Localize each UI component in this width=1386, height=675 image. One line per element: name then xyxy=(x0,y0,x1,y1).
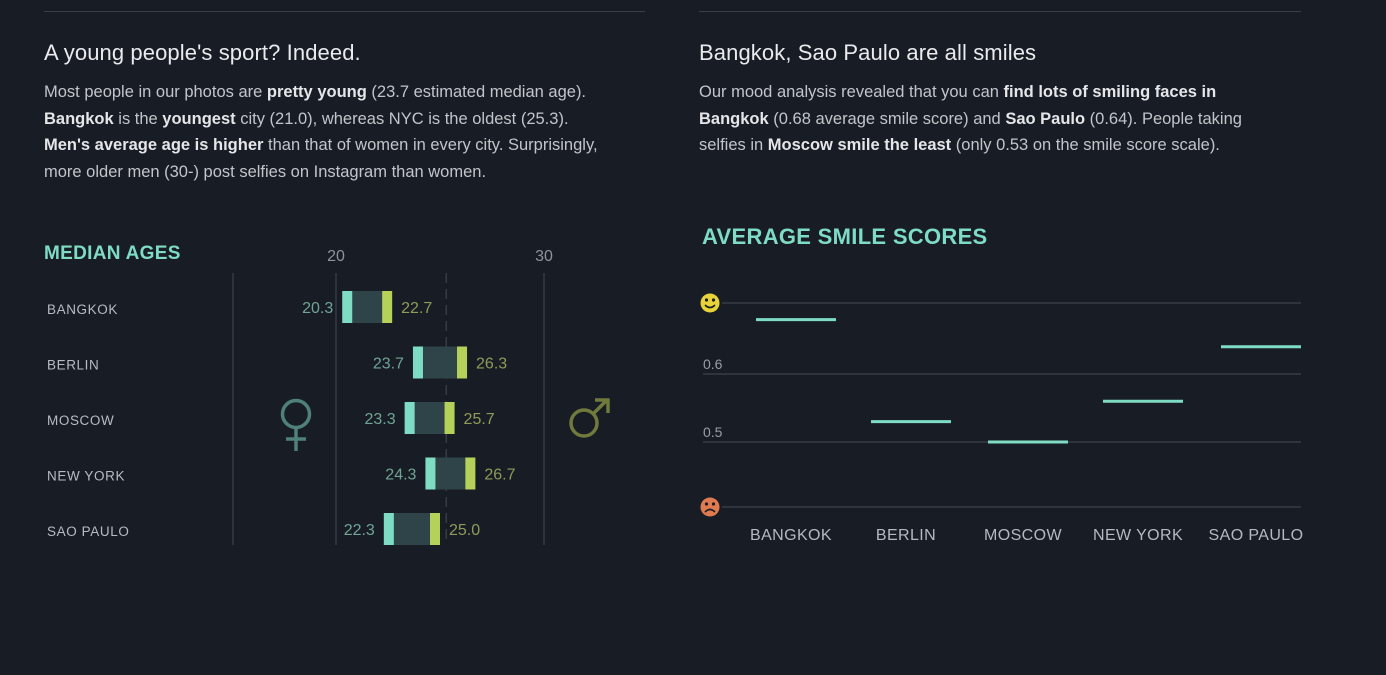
male-age-marker xyxy=(457,346,468,379)
divider-left xyxy=(44,11,645,12)
body-text: Most people in our photos are xyxy=(44,83,267,101)
smile-scores-title: AVERAGE SMILE SCORES xyxy=(702,224,988,249)
section-heading-smiles: Bangkok, Sao Paulo are all smiles xyxy=(699,40,1037,65)
y-tick-label: 0.6 xyxy=(703,356,723,372)
male-age-marker xyxy=(465,457,476,490)
city-label: NEW YORK xyxy=(1093,527,1183,544)
median-ages-title: MEDIAN AGES xyxy=(44,243,181,264)
female-age-marker xyxy=(425,457,436,490)
emphasis-text: find lots of smiling faces in Bangkok xyxy=(699,83,1217,128)
female-age-label: 23.7 xyxy=(373,356,404,373)
female-age-label: 23.3 xyxy=(364,411,395,428)
body-text: Our mood analysis revealed that you can xyxy=(699,83,1004,101)
emphasis-text: Moscow smile the least xyxy=(767,136,952,154)
body-text: (0.68 average smile score) and xyxy=(768,109,1006,128)
male-age-marker xyxy=(430,513,440,545)
emphasis-text: pretty young xyxy=(266,83,367,101)
body-text: (23.7 estimated median age). xyxy=(366,83,587,101)
male-age-marker xyxy=(382,291,393,323)
male-age-label: 26.3 xyxy=(476,356,507,373)
happy-face-icon xyxy=(700,293,720,313)
section-paragraph-ages: Most people in our photos are pretty you… xyxy=(44,79,612,185)
body-text: is the xyxy=(113,109,163,128)
body-text: than that of women in every city. Surpri… xyxy=(44,136,598,181)
female-age-label: 24.3 xyxy=(385,467,416,484)
male-age-label: 25.0 xyxy=(449,522,480,539)
male-age-marker xyxy=(444,402,455,434)
male-symbol-icon xyxy=(569,398,610,438)
female-age-marker xyxy=(383,513,394,545)
city-label: BERLIN xyxy=(876,527,936,544)
x-tick-label: 20 xyxy=(327,248,345,265)
female-age-label: 20.3 xyxy=(302,300,333,317)
body-text: (0.64). People taking selfies in xyxy=(699,109,1242,155)
female-age-marker xyxy=(342,291,353,323)
city-label: BERLIN xyxy=(47,358,99,373)
female-symbol-icon xyxy=(280,398,312,451)
body-text: (only 0.53 on the smile score scale). xyxy=(951,136,1220,154)
x-tick-label: 30 xyxy=(535,248,553,265)
male-age-label: 25.7 xyxy=(464,411,495,428)
female-age-marker xyxy=(404,402,415,434)
city-label: SAO PAULO xyxy=(47,524,129,539)
y-tick-label: 0.5 xyxy=(703,424,723,440)
female-age-label: 22.3 xyxy=(344,522,375,539)
section-heading-ages: A young people's sport? Indeed. xyxy=(44,40,361,65)
emphasis-text: youngest xyxy=(162,109,236,128)
sad-face-icon xyxy=(700,497,720,517)
body-text: city (21.0), whereas NYC is the oldest (… xyxy=(235,109,569,128)
male-age-label: 22.7 xyxy=(401,300,432,317)
emphasis-text: Men's average age is higher xyxy=(44,136,264,154)
city-label: BANGKOK xyxy=(750,527,832,544)
city-label: NEW YORK xyxy=(47,469,125,484)
male-age-label: 26.7 xyxy=(484,467,515,484)
city-label: MOSCOW xyxy=(47,413,114,428)
city-label: SAO PAULO xyxy=(1209,527,1304,544)
city-label: MOSCOW xyxy=(984,527,1062,544)
female-age-marker xyxy=(412,346,423,379)
emphasis-text: Bangkok xyxy=(44,109,114,128)
city-label: BANGKOK xyxy=(47,302,118,317)
divider-right xyxy=(699,11,1301,12)
section-paragraph-smiles: Our mood analysis revealed that you can … xyxy=(699,79,1279,159)
emphasis-text: Sao Paulo xyxy=(1005,109,1086,128)
